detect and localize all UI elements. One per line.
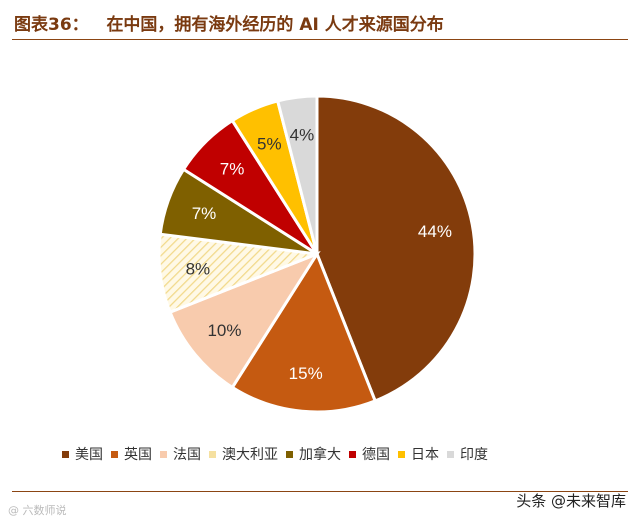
pie-slice-india: [275, 94, 319, 255]
data-label-france: 10%: [207, 321, 241, 340]
legend-swatch-germany: [349, 450, 356, 458]
data-label-us: 44%: [418, 222, 452, 241]
pie-slice-labels: 44% 15% 10% 8% 7% 7% 5% 4%: [186, 125, 452, 383]
legend-swatch-japan: [398, 450, 405, 458]
legend-label-us: 美国: [75, 447, 103, 463]
legend-item-india: 印度: [447, 444, 488, 464]
legend-swatch-australia: [209, 450, 216, 458]
data-label-canada: 7%: [192, 204, 217, 223]
legend-item-australia: 澳大利亚: [209, 444, 278, 464]
pie-slice-france: [168, 250, 321, 390]
figure-title: 图表36： 在中国，拥有海外经历的 AI 人才来源国分布: [14, 10, 444, 35]
watermark-right: 头条 @未来智库: [516, 492, 626, 510]
legend-label-germany: 德国: [362, 447, 390, 463]
legend-label-france: 法国: [173, 447, 201, 463]
legend-swatch-us: [62, 450, 69, 458]
watermark-left: @ 六数师说: [8, 504, 67, 517]
data-label-australia: 8%: [186, 260, 211, 279]
legend-item-uk: 英国: [111, 444, 152, 464]
legend-label-japan: 日本: [411, 447, 439, 463]
figure-label: 图表36：: [14, 15, 89, 35]
legend-item-japan: 日本: [398, 444, 439, 464]
legend-item-france: 法国: [160, 444, 201, 464]
legend-label-india: 印度: [460, 447, 488, 463]
pie-slice-uk: [230, 250, 378, 414]
legend: 美国 英国 法国 澳大利亚 加拿大 德国 日本 印度: [62, 444, 496, 464]
legend-label-australia: 澳大利亚: [222, 447, 278, 463]
pie-slice-us: [315, 94, 477, 403]
legend-item-canada: 加拿大: [286, 444, 341, 464]
legend-label-canada: 加拿大: [299, 447, 341, 463]
legend-label-uk: 英国: [124, 447, 152, 463]
legend-swatch-uk: [111, 450, 118, 458]
legend-swatch-canada: [286, 450, 293, 458]
bottom-rule: [12, 491, 628, 492]
legend-swatch-india: [447, 450, 454, 458]
legend-item-germany: 德国: [349, 444, 390, 464]
chart-title: 在中国，拥有海外经历的 AI 人才来源国分布: [106, 15, 444, 35]
title-rule: [12, 39, 628, 40]
data-label-germany: 7%: [220, 160, 245, 179]
pie-slices: [157, 94, 477, 414]
data-label-uk: 15%: [289, 364, 323, 383]
data-label-india: 4%: [290, 125, 315, 144]
pie-chart: 44% 15% 10% 8% 7% 7% 5% 4%: [157, 94, 477, 414]
legend-swatch-france: [160, 450, 167, 458]
data-label-japan: 5%: [257, 134, 282, 153]
legend-item-us: 美国: [62, 444, 103, 464]
